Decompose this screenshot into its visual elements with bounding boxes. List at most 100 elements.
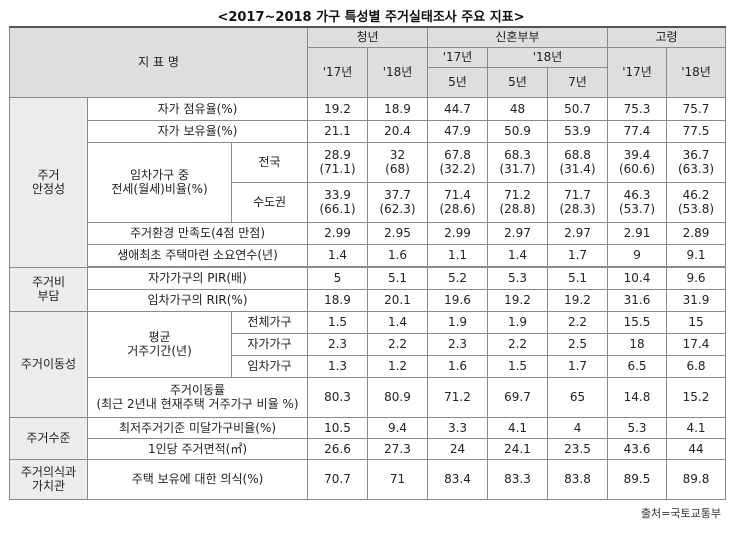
cell: 33.9 (66.1)	[307, 181, 368, 223]
cell: 65	[546, 376, 609, 418]
cell: 18.9	[307, 288, 368, 312]
cell: 21.1	[307, 119, 368, 143]
cell: 39.4 (60.6)	[607, 141, 668, 183]
cell: 2.97	[487, 221, 548, 245]
cell: 14.8	[607, 376, 668, 418]
cell: 1.4	[487, 243, 548, 267]
cell: 53.9	[546, 119, 609, 143]
cell: 2.3	[307, 332, 368, 356]
cell: 71.7 (28.3)	[546, 181, 609, 223]
cell: 1.5	[307, 310, 368, 334]
category-label: 주거비 부담	[31, 275, 66, 303]
category-level: 주거수준	[9, 416, 88, 460]
cell: 48	[487, 96, 548, 121]
cell: 19.2	[487, 288, 548, 312]
row-label: 1인당 주거면적(㎡)	[87, 437, 308, 460]
cell: 83.4	[427, 458, 488, 500]
cell: 5.2	[427, 266, 488, 290]
cell: 15.5	[607, 310, 668, 334]
cell: 71.2 (28.8)	[487, 181, 548, 223]
category-stability: 주거 안정성	[9, 96, 88, 268]
cell: 1.2	[367, 354, 428, 378]
cell: 2.89	[666, 221, 727, 245]
years-5-17: 5년	[427, 66, 488, 98]
row-label: 주택 보유에 대한 의식(%)	[87, 458, 308, 500]
years-7-18: 7년	[546, 66, 609, 98]
cell: 1.4	[307, 243, 368, 267]
cell: 15.2	[666, 376, 727, 418]
cell: 67.8 (32.2)	[427, 141, 488, 183]
cell: 10.5	[307, 416, 368, 439]
cell: 31.6	[607, 288, 668, 312]
cell: 1.9	[487, 310, 548, 334]
cell: 3.3	[427, 416, 488, 439]
cell: 2.5	[546, 332, 609, 356]
cell: 2.95	[367, 221, 428, 245]
cell: 5	[307, 266, 368, 290]
cell: 2.99	[427, 221, 488, 245]
housing-indicators-table: 지 표 명 청년 신혼부부 고령 '17년 '18년 '17년 '18년 '17…	[9, 26, 727, 500]
cell: 44	[666, 437, 727, 460]
cell: 1.1	[427, 243, 488, 267]
cell: 9.6	[666, 266, 727, 290]
cell: 71	[367, 458, 428, 500]
cell: 1.3	[307, 354, 368, 378]
group-newlywed: 신혼부부	[426, 26, 609, 48]
year-18-elderly: '18년	[666, 46, 727, 98]
cell: 69.7	[487, 376, 548, 418]
sub-label: 자가가구	[231, 332, 308, 356]
cell: 2.2	[546, 310, 609, 334]
cell: 37.7 (62.3)	[367, 181, 428, 223]
cell: 9	[607, 243, 668, 267]
cell: 27.3	[367, 437, 428, 460]
cell: 15	[666, 310, 727, 334]
cell: 71.2	[427, 376, 488, 418]
cell: 31.9	[666, 288, 727, 312]
sub-label: 임차가구	[231, 354, 308, 378]
cell: 36.7 (63.3)	[666, 141, 727, 183]
row-label: 자가가구의 PIR(배)	[87, 266, 308, 290]
cell: 89.8	[666, 458, 727, 500]
cell: 26.6	[307, 437, 368, 460]
cell: 2.3	[427, 332, 488, 356]
cell: 50.7	[546, 96, 609, 121]
cell: 1.6	[427, 354, 488, 378]
cell: 75.3	[607, 96, 668, 121]
cell: 46.2 (53.8)	[666, 181, 727, 223]
cell: 5.3	[607, 416, 668, 439]
cell: 5.3	[487, 266, 548, 290]
cell: 1.5	[487, 354, 548, 378]
cell: 2.2	[367, 332, 428, 356]
cell: 4.1	[666, 416, 727, 439]
row-label: 주거환경 만족도(4점 만점)	[87, 221, 308, 245]
category-label: 주거의식과 가치관	[20, 465, 77, 493]
row-label: 임차가구의 RIR(%)	[87, 288, 308, 312]
cell: 1.7	[546, 243, 609, 267]
row-label: 자가 보유율(%)	[87, 119, 308, 143]
cell: 6.5	[607, 354, 668, 378]
group-elderly: 고령	[607, 26, 727, 48]
cell: 19.6	[427, 288, 488, 312]
cell: 20.1	[367, 288, 428, 312]
year-18-newlywed: '18년	[486, 46, 609, 68]
cell: 23.5	[546, 437, 609, 460]
table-title: <2017~2018 가구 특성별 주거실태조사 주요 지표>	[217, 10, 525, 25]
cell: 5.1	[546, 266, 609, 290]
cell: 77.5	[666, 119, 727, 143]
cell: 18.9	[367, 96, 428, 121]
sub-label: 전체가구	[231, 310, 308, 334]
cell: 80.9	[367, 376, 428, 418]
cell: 17.4	[666, 332, 727, 356]
cell: 43.6	[607, 437, 668, 460]
cell: 28.9 (71.1)	[307, 141, 368, 183]
cell: 24.1	[487, 437, 548, 460]
cell: 19.2	[546, 288, 609, 312]
category-awareness: 주거의식과 가치관	[9, 458, 88, 500]
cell: 68.8 (31.4)	[546, 141, 609, 183]
year-17-youth: '17년	[307, 46, 368, 98]
category-label: 주거수준	[26, 431, 71, 445]
indicator-header: 지 표 명	[9, 26, 308, 98]
row-label: 자가 점유율(%)	[87, 96, 308, 121]
cell: 1.6	[367, 243, 428, 267]
cell: 2.91	[607, 221, 668, 245]
